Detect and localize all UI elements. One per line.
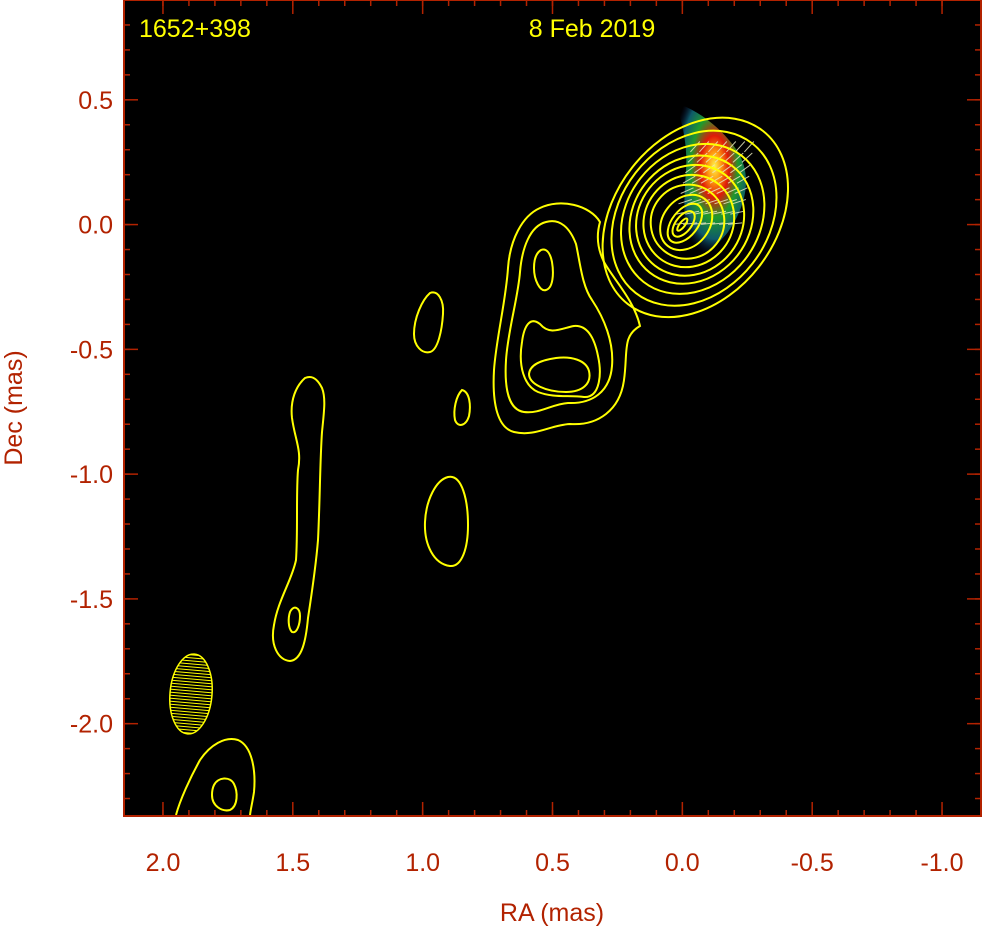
y-tick-label: -0.5 (70, 336, 113, 364)
y-tick-label: -2.0 (70, 711, 113, 739)
y-tick-label: 0.5 (78, 87, 113, 115)
x-tick-label: -1.0 (920, 849, 963, 877)
y-axis-title: Dec (mas) (0, 350, 28, 465)
x-tick-label: 0.0 (665, 849, 700, 877)
x-tick-label: 2.0 (146, 849, 181, 877)
x-axis-title: RA (mas) (500, 899, 604, 927)
y-tick-label: 0.0 (78, 212, 113, 240)
y-tick-label: -1.0 (70, 461, 113, 489)
x-tick-label: 0.5 (535, 849, 570, 877)
observation-date-label: 8 Feb 2019 (529, 15, 656, 43)
y-tick-label: -1.5 (70, 586, 113, 614)
source-name-label: 1652+398 (139, 15, 251, 43)
x-tick-label: 1.0 (405, 849, 440, 877)
plot-area (124, 0, 981, 816)
x-tick-label: -0.5 (791, 849, 834, 877)
x-tick-label: 1.5 (275, 849, 310, 877)
